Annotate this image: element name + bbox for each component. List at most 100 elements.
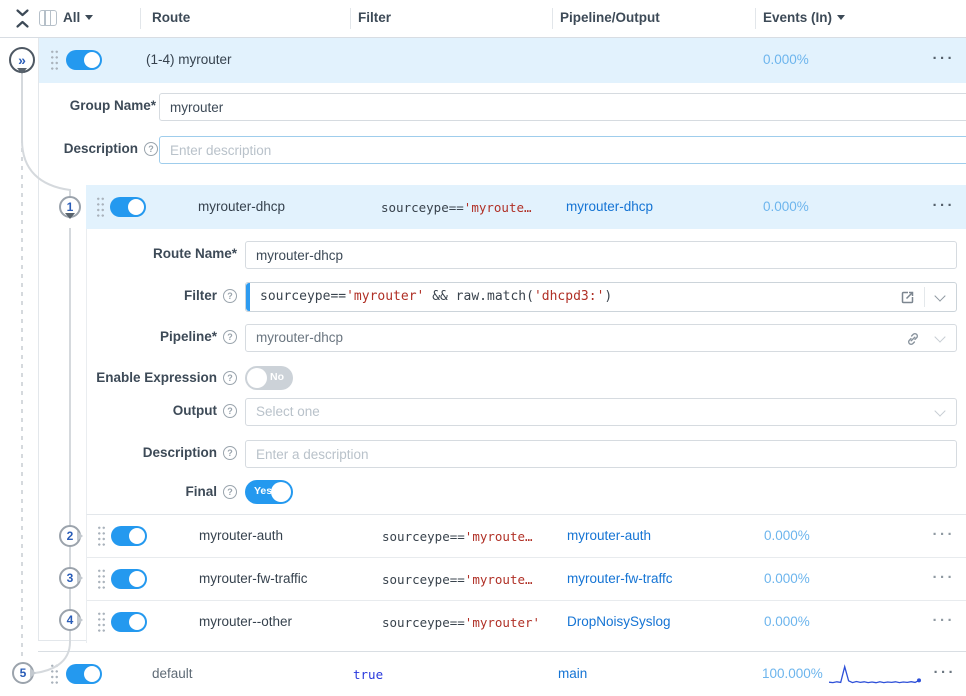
- route-description-label: Description ?: [87, 445, 237, 460]
- group-name-label: Group Name*: [39, 98, 156, 113]
- filter-scope-dropdown[interactable]: All: [63, 10, 94, 25]
- help-icon[interactable]: ?: [144, 141, 158, 156]
- pipeline-link[interactable]: DropNoisySyslog: [567, 614, 671, 629]
- filter-label: Filter ?: [87, 288, 237, 303]
- more-icon[interactable]: ···: [932, 197, 955, 214]
- more-icon[interactable]: ···: [933, 664, 956, 681]
- collapse-all-icon[interactable]: [15, 8, 30, 29]
- code-token: sourceype==: [260, 289, 347, 304]
- chevron-down-icon[interactable]: [934, 331, 946, 343]
- enable-expression-toggle[interactable]: No: [245, 366, 293, 390]
- pipeline-select[interactable]: myrouter-dhcp: [245, 324, 957, 352]
- help-icon[interactable]: ?: [223, 329, 237, 344]
- enable-expression-label: Enable Expression ?: [87, 370, 237, 385]
- table-columns-icon[interactable]: [39, 10, 57, 26]
- pipeline-label-text: Pipeline*: [159, 329, 217, 344]
- route-name: myrouter-dhcp: [198, 199, 286, 214]
- drag-handle[interactable]: [96, 196, 105, 219]
- group-description-label: Description ?: [39, 141, 158, 156]
- column-header-events-sort[interactable]: Events (In): [763, 10, 846, 25]
- help-icon[interactable]: ?: [223, 484, 237, 499]
- route-enabled-toggle[interactable]: [111, 569, 147, 589]
- pipeline-select-value: myrouter-dhcp: [256, 330, 344, 345]
- final-label-text: Final: [185, 484, 217, 499]
- final-toggle[interactable]: Yes: [245, 480, 293, 504]
- drag-handle[interactable]: [97, 525, 106, 548]
- route-description-input[interactable]: [245, 440, 957, 468]
- help-icon[interactable]: ?: [223, 370, 237, 385]
- route-enabled-toggle[interactable]: [111, 612, 147, 632]
- route-filter-preview: sourceype=='myrouter': [382, 615, 540, 630]
- more-icon[interactable]: ···: [932, 569, 955, 586]
- default-route-row[interactable]: default true main 100.000% ···: [38, 651, 966, 696]
- route-name-input[interactable]: [245, 241, 957, 269]
- enable-expression-label-text: Enable Expression: [96, 370, 217, 385]
- filter-expression-code: sourceype=='myrouter' && raw.match('dhcp…: [260, 289, 612, 304]
- code-token: && raw.match(: [424, 289, 534, 304]
- route-group-panel: (1-4) myrouter 0.000% ··· Group Name* De…: [38, 38, 966, 643]
- route-filter-preview: sourceype=='myroute…: [381, 200, 532, 215]
- filter-string: 'myroute…: [464, 572, 533, 587]
- route-row-2[interactable]: myrouter-auth sourceype=='myroute… myrou…: [87, 515, 966, 558]
- route-name: default: [152, 666, 193, 681]
- open-editor-icon[interactable]: [900, 290, 915, 305]
- route-pin-5: 5: [12, 662, 34, 684]
- route-name: myrouter-auth: [199, 528, 284, 543]
- output-select[interactable]: Select one: [245, 398, 957, 426]
- toggle-knob: [247, 368, 267, 388]
- route-filter-preview: true: [353, 667, 384, 682]
- help-icon[interactable]: ?: [223, 403, 237, 418]
- group-events-percent: 0.000%: [763, 52, 809, 67]
- route-enabled-toggle[interactable]: [111, 526, 147, 546]
- code-token-string: 'dhcpd3:': [533, 289, 605, 304]
- route-name: myrouter-fw-traffic: [199, 571, 308, 586]
- pipeline-link[interactable]: myrouter-auth: [567, 528, 652, 543]
- route-pin-number: 3: [66, 571, 74, 585]
- route-name-label: Route Name*: [87, 246, 237, 261]
- pipeline-link[interactable]: main: [558, 666, 588, 681]
- output-select-placeholder: Select one: [256, 404, 320, 419]
- group-description-input[interactable]: [159, 136, 966, 164]
- route-enabled-toggle[interactable]: [110, 197, 146, 217]
- expand-all-pin[interactable]: »: [9, 47, 35, 73]
- toggle-state-label: No: [270, 371, 284, 383]
- group-name-input[interactable]: [159, 93, 966, 121]
- more-icon[interactable]: ···: [932, 612, 955, 629]
- chevron-down-icon[interactable]: [934, 405, 946, 417]
- column-separator: [552, 8, 553, 29]
- link-icon[interactable]: [906, 332, 920, 346]
- group-enabled-toggle[interactable]: [66, 50, 102, 70]
- route-events-percent: 0.000%: [763, 199, 809, 214]
- route-pin-number: 5: [19, 666, 27, 680]
- drag-handle[interactable]: [50, 663, 59, 686]
- more-icon[interactable]: ···: [932, 50, 955, 67]
- more-icon[interactable]: ···: [932, 526, 955, 543]
- chevron-down-icon[interactable]: [934, 290, 946, 302]
- final-label: Final ?: [87, 484, 237, 499]
- route-row-1[interactable]: myrouter-dhcp sourceype=='myroute… myrou…: [86, 185, 966, 229]
- route-events-percent: 100.000%: [762, 666, 823, 681]
- route-events-percent: 0.000%: [764, 571, 810, 586]
- group-row[interactable]: (1-4) myrouter 0.000% ···: [39, 38, 966, 83]
- column-header-route: Route: [152, 10, 191, 25]
- pipeline-link[interactable]: myrouter-fw-traffc: [567, 571, 673, 586]
- chevron-down-icon: [837, 15, 846, 20]
- route-pin-1: 1: [59, 196, 81, 218]
- route-row-4[interactable]: myrouter--other sourceype=='myrouter' Dr…: [87, 601, 966, 643]
- filter-string: 'myroute…: [464, 529, 533, 544]
- filter-expression-input[interactable]: sourceype=='myrouter' && raw.match('dhcp…: [245, 282, 957, 312]
- filter-expr: sourceype==: [382, 572, 465, 587]
- filter-accent-bar: [246, 283, 250, 311]
- help-icon[interactable]: ?: [223, 288, 237, 303]
- filter-expr: sourceype==: [381, 200, 464, 215]
- help-icon[interactable]: ?: [223, 445, 237, 460]
- route-enabled-toggle[interactable]: [66, 664, 102, 684]
- route-name-label-text: Route Name*: [152, 246, 237, 261]
- route-filter-preview: sourceype=='myroute…: [382, 529, 533, 544]
- drag-handle[interactable]: [97, 568, 106, 591]
- drag-handle[interactable]: [50, 49, 59, 72]
- drag-handle[interactable]: [97, 611, 106, 634]
- pipeline-link[interactable]: myrouter-dhcp: [566, 199, 654, 214]
- filter-string: 'myrouter': [464, 615, 541, 630]
- route-row-3[interactable]: myrouter-fw-traffic sourceype=='myroute……: [87, 558, 966, 601]
